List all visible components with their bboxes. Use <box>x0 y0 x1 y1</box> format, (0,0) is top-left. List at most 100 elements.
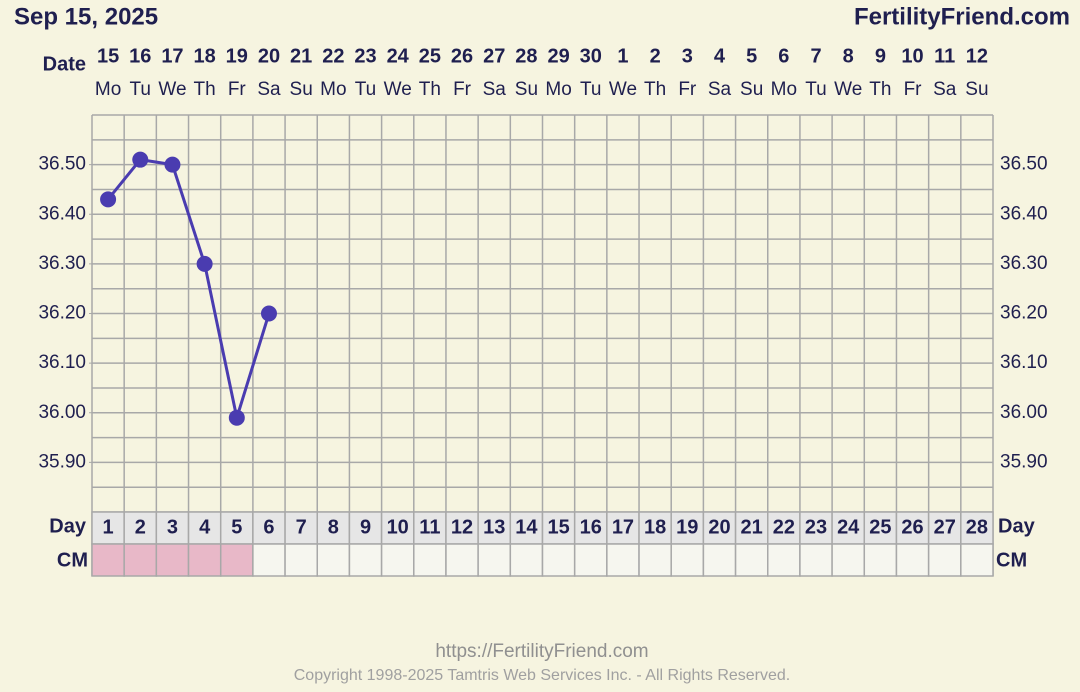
weekday-label: Th <box>644 79 666 100</box>
date-label: 2 <box>650 45 661 67</box>
cm-cell <box>927 543 962 577</box>
x-tick-label: 17 <box>612 516 634 538</box>
day-label: Day <box>49 515 87 537</box>
day-cell <box>187 511 222 545</box>
day-cell <box>638 511 672 545</box>
weekday-label: Tu <box>580 79 601 100</box>
weekday-label: Th <box>194 79 216 100</box>
cm-label: CM <box>57 549 88 571</box>
y2-tick-label: 36.30 <box>1000 253 1048 274</box>
y-tick-label: 36.40 <box>38 203 86 224</box>
weekday-label: Fr <box>904 79 923 100</box>
cm-cell <box>348 543 383 577</box>
date-label: 10 <box>901 45 923 67</box>
cm-cell <box>123 543 158 577</box>
cm-cell <box>799 543 833 577</box>
day-cell <box>123 511 158 545</box>
weekday-label: Tu <box>130 79 151 100</box>
temperature-line <box>106 158 271 424</box>
x-tick-label: 10 <box>387 516 409 538</box>
x-tick-label: 14 <box>515 516 538 538</box>
temperature-point <box>132 151 149 168</box>
x-tick-label: 26 <box>901 516 923 538</box>
temperature-point <box>260 305 277 322</box>
x-tick-label: 5 <box>231 516 242 538</box>
date-label: Date <box>43 53 86 75</box>
date-label: 6 <box>778 45 789 67</box>
x-tick-label: 18 <box>644 516 666 538</box>
weekday-label: We <box>158 79 186 100</box>
x-tick-label: 21 <box>741 516 763 538</box>
y2-tick-label: 35.90 <box>1000 451 1048 472</box>
weekday-label: Su <box>740 79 763 100</box>
temperature-point <box>196 255 213 272</box>
y2-tick-label: 36.10 <box>1000 352 1048 373</box>
x-tick-label: 9 <box>360 516 371 538</box>
date-label: 7 <box>810 45 821 67</box>
weekday-label: Th <box>419 79 441 100</box>
date-label: 19 <box>226 45 248 67</box>
x-tick-label: 2 <box>135 516 146 538</box>
weekday-label: Th <box>869 79 891 100</box>
weekday-label: Fr <box>453 79 472 100</box>
weekday-label: We <box>834 79 862 100</box>
date-label: 3 <box>682 45 693 67</box>
day-cell <box>284 511 319 545</box>
weekday-label: Fr <box>228 79 247 100</box>
weekday-label: Su <box>290 79 313 100</box>
date-label: 5 <box>746 45 757 67</box>
cm-cell <box>187 543 222 577</box>
x-tick-label: 25 <box>869 516 891 538</box>
x-tick-label: 6 <box>263 516 274 538</box>
footer-url[interactable]: https://FertilityFriend.com <box>435 641 648 662</box>
date-label: 11 <box>934 45 955 67</box>
date-label: 16 <box>129 45 151 67</box>
day-label: Day <box>998 515 1036 537</box>
date-label: 24 <box>387 45 410 67</box>
x-tick-label: 16 <box>580 516 602 538</box>
date-label: 25 <box>419 45 441 67</box>
weekday-label: Mo <box>95 79 121 100</box>
x-tick-label: 23 <box>805 516 827 538</box>
cm-cell <box>252 543 286 577</box>
date-label: 28 <box>515 45 537 67</box>
cm-cell <box>413 543 447 577</box>
cm-label: CM <box>996 549 1027 571</box>
weekday-label: Sa <box>933 79 957 100</box>
weekday-label: Mo <box>320 79 346 100</box>
date-label: 4 <box>714 45 726 67</box>
date-label: 23 <box>354 45 376 67</box>
x-tick-label: 11 <box>419 516 440 538</box>
x-tick-label: 7 <box>296 516 307 538</box>
weekday-label: We <box>609 79 637 100</box>
date-label: 18 <box>194 45 216 67</box>
y2-tick-label: 36.20 <box>1000 303 1048 324</box>
brand: FertilityFriend.com <box>854 3 1070 30</box>
cm-cell <box>734 543 769 577</box>
weekday-label: We <box>384 79 412 100</box>
cm-cell <box>477 543 512 577</box>
y-tick-label: 36.50 <box>38 154 86 175</box>
x-tick-label: 3 <box>167 516 178 538</box>
temperature-point <box>100 191 117 208</box>
weekday-label: Mo <box>771 79 797 100</box>
date-label: 27 <box>483 45 505 67</box>
date-label: 21 <box>290 45 312 67</box>
x-tick-label: 13 <box>483 516 505 538</box>
day-cell <box>927 511 962 545</box>
cm-cell <box>863 543 898 577</box>
date-label: 1 <box>617 45 628 67</box>
day-cell <box>767 511 801 545</box>
x-tick-label: 20 <box>708 516 730 538</box>
cm-cell <box>541 543 576 577</box>
date-label: 12 <box>966 45 988 67</box>
date-label: 22 <box>322 45 344 67</box>
cm-cell <box>767 543 801 577</box>
y-tick-label: 36.00 <box>38 402 86 423</box>
weekday-label: Mo <box>545 79 571 100</box>
y-tick-label: 35.90 <box>38 451 86 472</box>
cm-cell <box>960 543 994 577</box>
cm-cell <box>670 543 705 577</box>
